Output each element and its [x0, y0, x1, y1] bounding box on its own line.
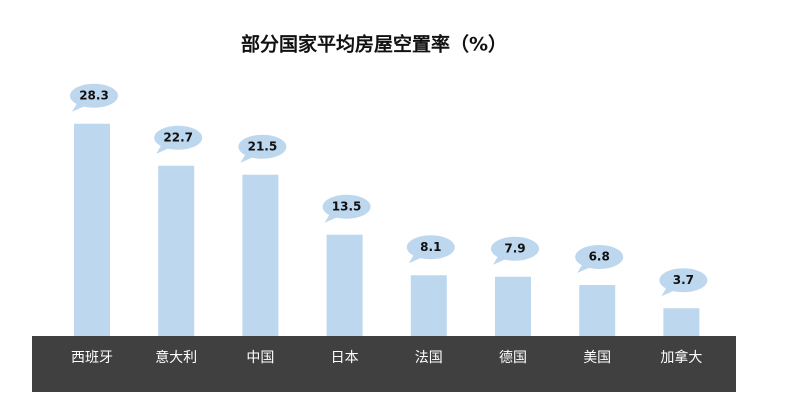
- bar: [326, 234, 363, 336]
- label-bubble: [238, 134, 287, 159]
- value-label: 13.5: [332, 199, 362, 213]
- bar: [663, 308, 700, 336]
- bar: [579, 285, 616, 336]
- value-label: 6.8: [589, 250, 610, 264]
- x-tick-label: 日本: [331, 350, 359, 366]
- value-label: 22.7: [163, 130, 193, 144]
- x-tick-label: 加拿大: [660, 349, 702, 366]
- chart-title: 部分国家平均房屋空置率（%）: [241, 33, 507, 56]
- x-tick-label: 西班牙: [71, 350, 113, 366]
- value-label: 7.9: [504, 241, 525, 255]
- label-bubble: [154, 125, 203, 150]
- value-label: 28.3: [79, 88, 109, 102]
- label-bubble: [70, 83, 118, 108]
- bar: [74, 123, 110, 336]
- label-bubble: [659, 268, 708, 293]
- label-bubble: [406, 235, 455, 260]
- bar: [410, 275, 447, 336]
- label-bubble: [575, 245, 624, 269]
- category-band: [32, 336, 736, 392]
- value-label: 8.1: [420, 240, 441, 254]
- x-tick-label: 法国: [415, 350, 443, 366]
- value-label: 3.7: [673, 273, 694, 287]
- label-bubble: [322, 194, 371, 219]
- label-bubble: [491, 236, 539, 261]
- bar: [242, 174, 279, 336]
- x-tick-label: 美国: [583, 350, 611, 366]
- bar: [495, 276, 531, 336]
- x-tick-label: 中国: [246, 350, 274, 366]
- value-label: 21.5: [248, 139, 278, 153]
- x-tick-label: 德国: [499, 350, 527, 366]
- x-tick-label: 意大利: [155, 349, 197, 366]
- bar: [158, 165, 195, 336]
